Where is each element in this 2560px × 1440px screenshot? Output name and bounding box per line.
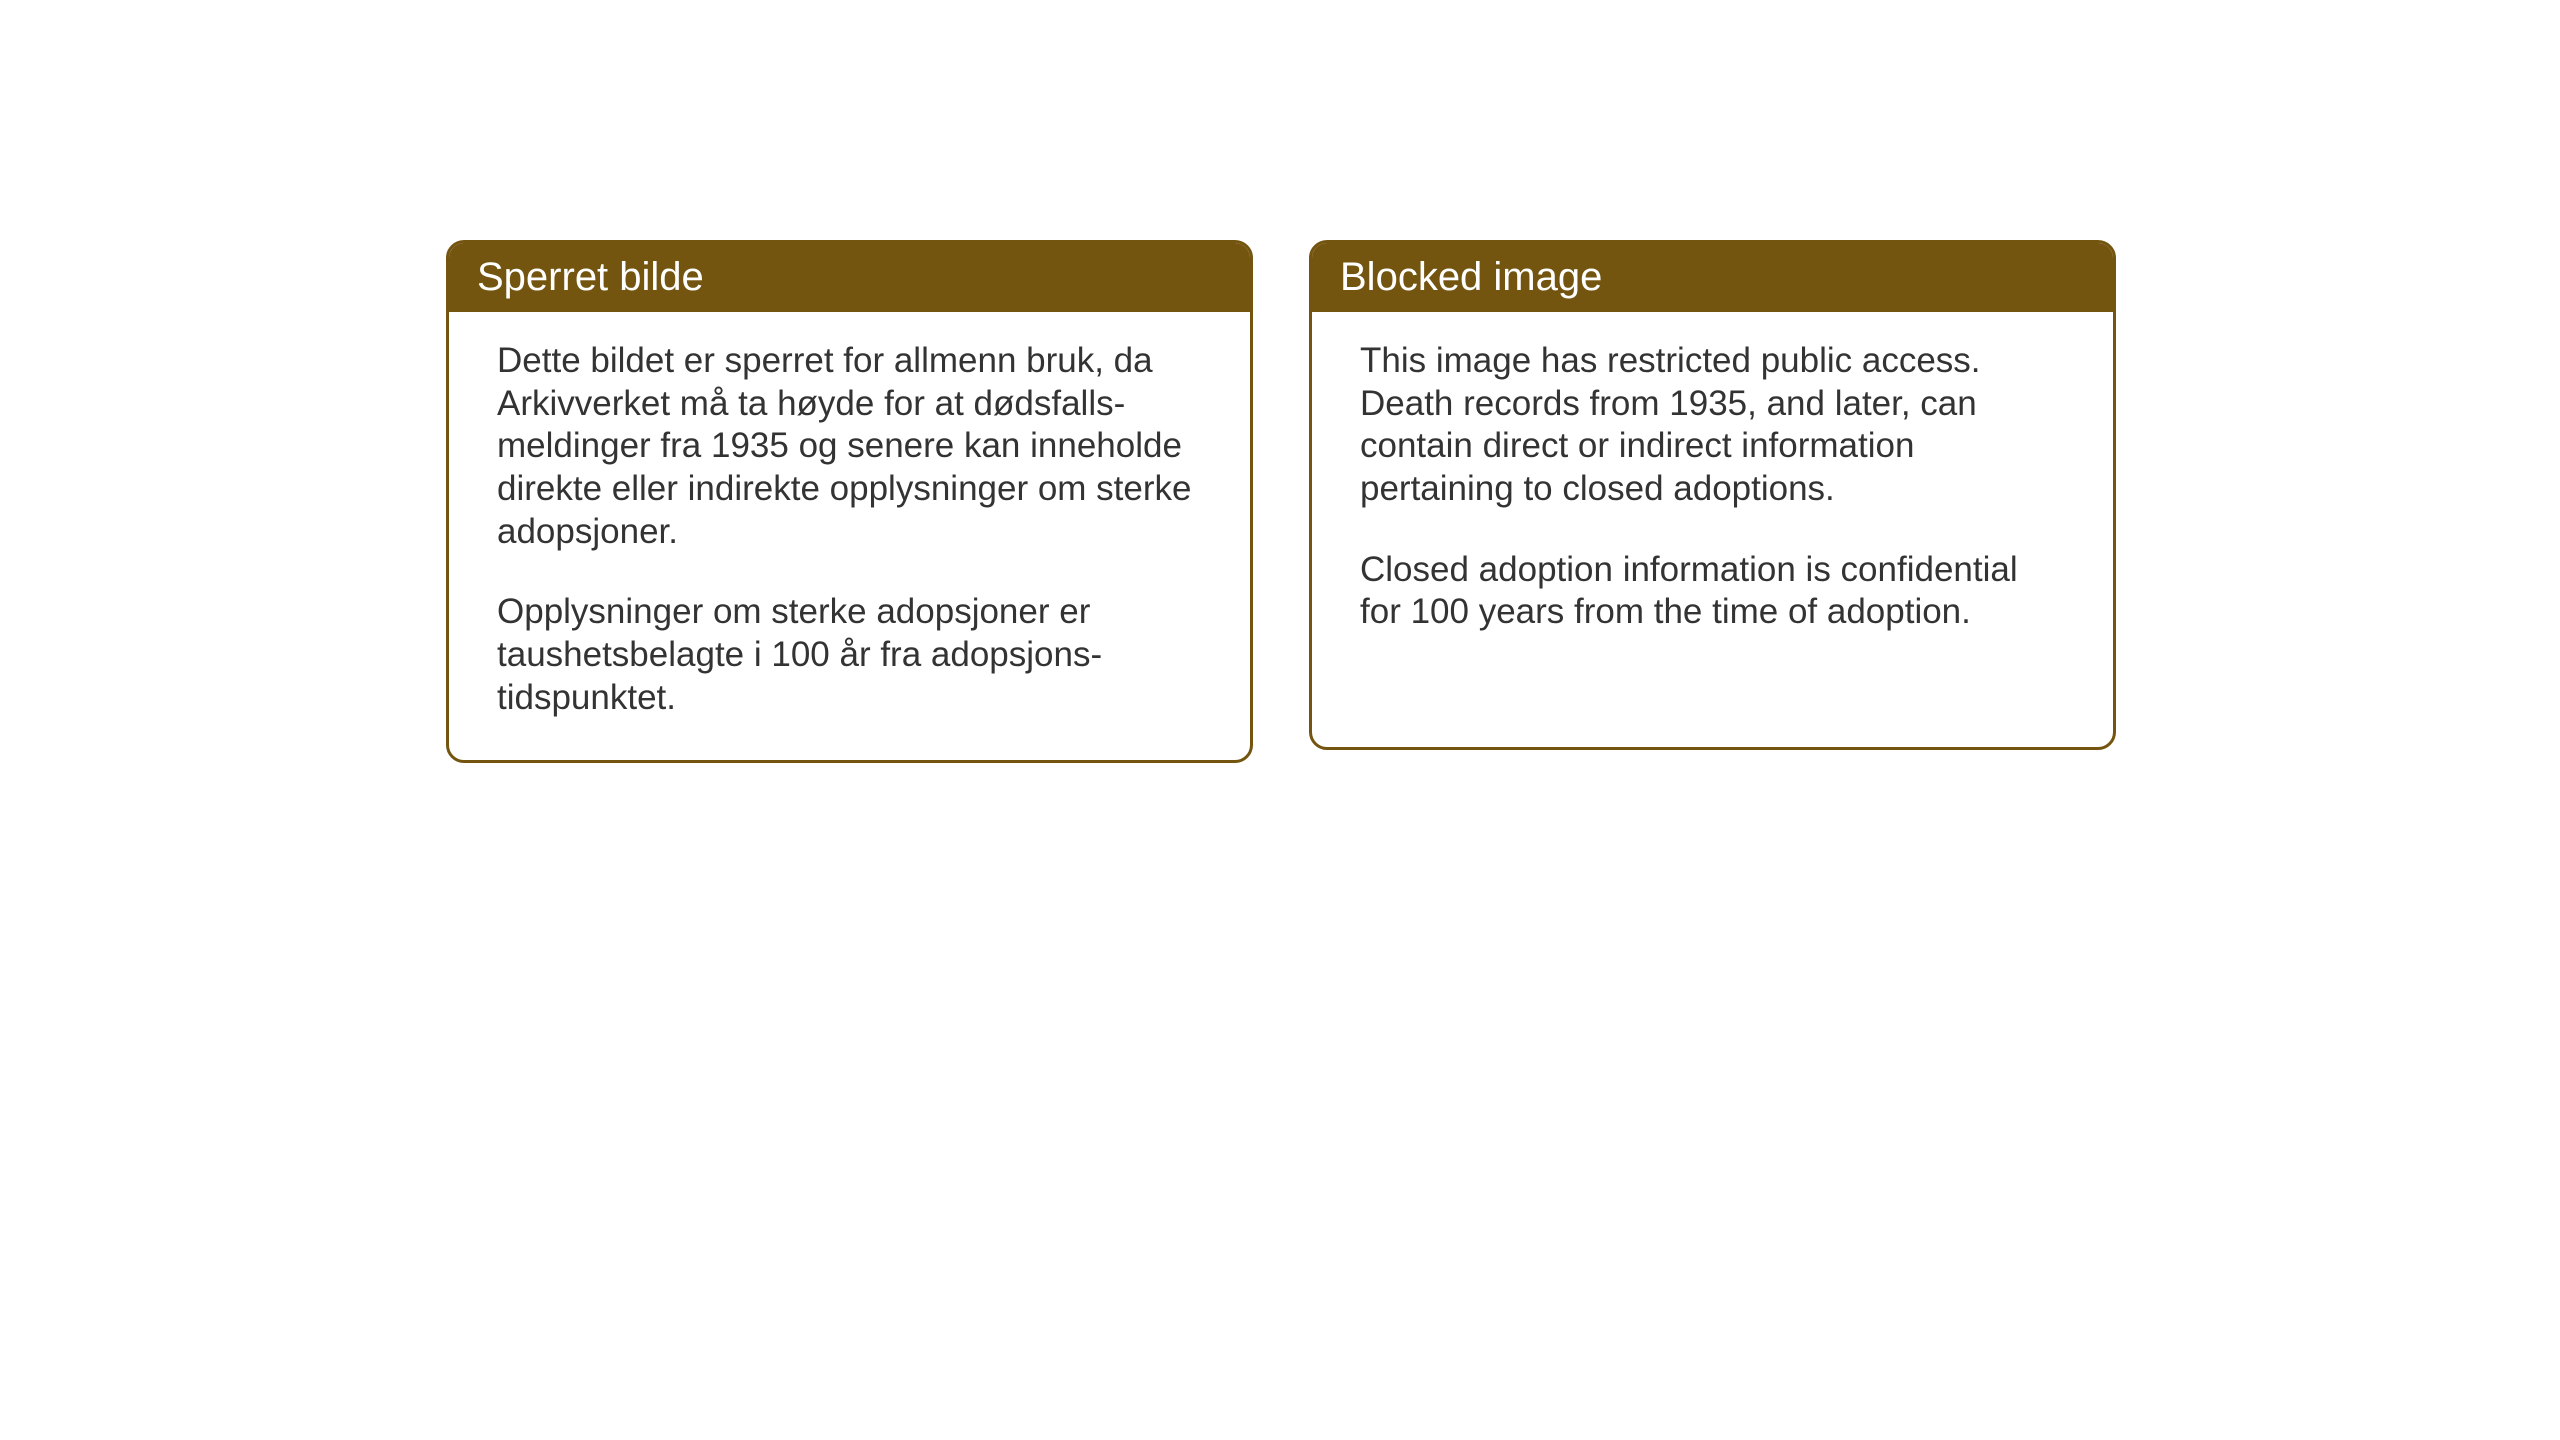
notice-title-norwegian: Sperret bilde [477, 255, 704, 299]
notice-container: Sperret bilde Dette bildet er sperret fo… [446, 240, 2116, 763]
notice-paragraph-2-english: Closed adoption information is confident… [1360, 549, 2065, 634]
notice-body-norwegian: Dette bildet er sperret for allmenn bruk… [449, 312, 1250, 760]
notice-header-norwegian: Sperret bilde [449, 243, 1250, 312]
notice-title-english: Blocked image [1340, 255, 1602, 299]
notice-paragraph-2-norwegian: Opplysninger om sterke adopsjoner er tau… [497, 591, 1202, 719]
notice-card-norwegian: Sperret bilde Dette bildet er sperret fo… [446, 240, 1253, 763]
notice-header-english: Blocked image [1312, 243, 2113, 312]
notice-paragraph-1-english: This image has restricted public access.… [1360, 340, 2065, 511]
notice-body-english: This image has restricted public access.… [1312, 312, 2113, 674]
notice-paragraph-1-norwegian: Dette bildet er sperret for allmenn bruk… [497, 340, 1202, 553]
notice-card-english: Blocked image This image has restricted … [1309, 240, 2116, 750]
